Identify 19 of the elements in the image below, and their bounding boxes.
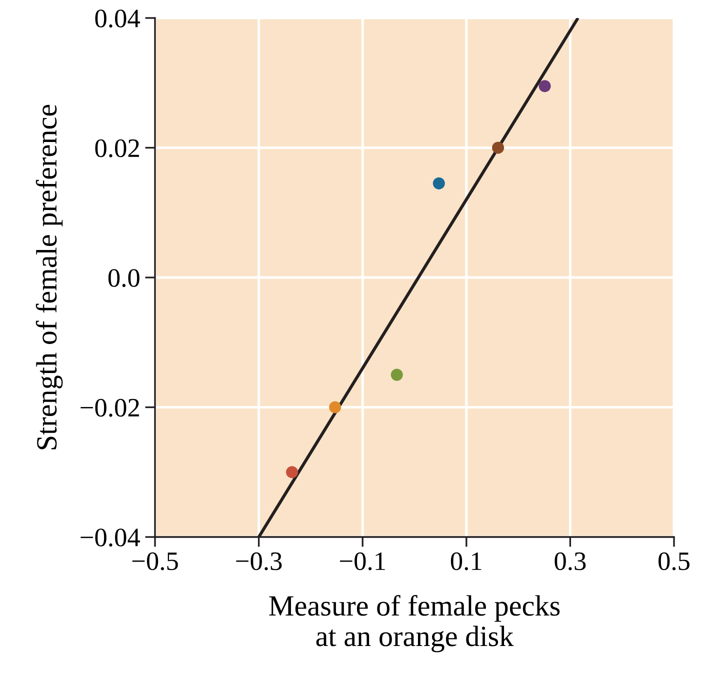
y-tick-label: −0.02 (80, 398, 139, 417)
x-tick-label: 0.3 (554, 552, 586, 570)
y-tick-label: 0.02 (95, 139, 139, 158)
point (329, 401, 342, 414)
x-tick-label: 0.5 (658, 552, 690, 570)
x-axis-title: Measure of female pecks at an orange disk (269, 594, 560, 652)
y-axis-title: Strength of female preference (36, 104, 63, 450)
y-tick-label: 0.0 (108, 269, 140, 288)
point (492, 142, 504, 154)
point (432, 177, 445, 190)
y-tick-label: 0.04 (95, 10, 140, 28)
point (286, 466, 298, 478)
point (538, 80, 551, 92)
x-tick-label: −0.3 (236, 552, 282, 570)
x-tick-label: 0.1 (450, 552, 482, 570)
point (390, 368, 403, 381)
x-tick-label: −0.1 (340, 552, 385, 570)
y-tick-label: −0.04 (80, 528, 140, 547)
x-tick-label: −0.5 (132, 552, 178, 570)
